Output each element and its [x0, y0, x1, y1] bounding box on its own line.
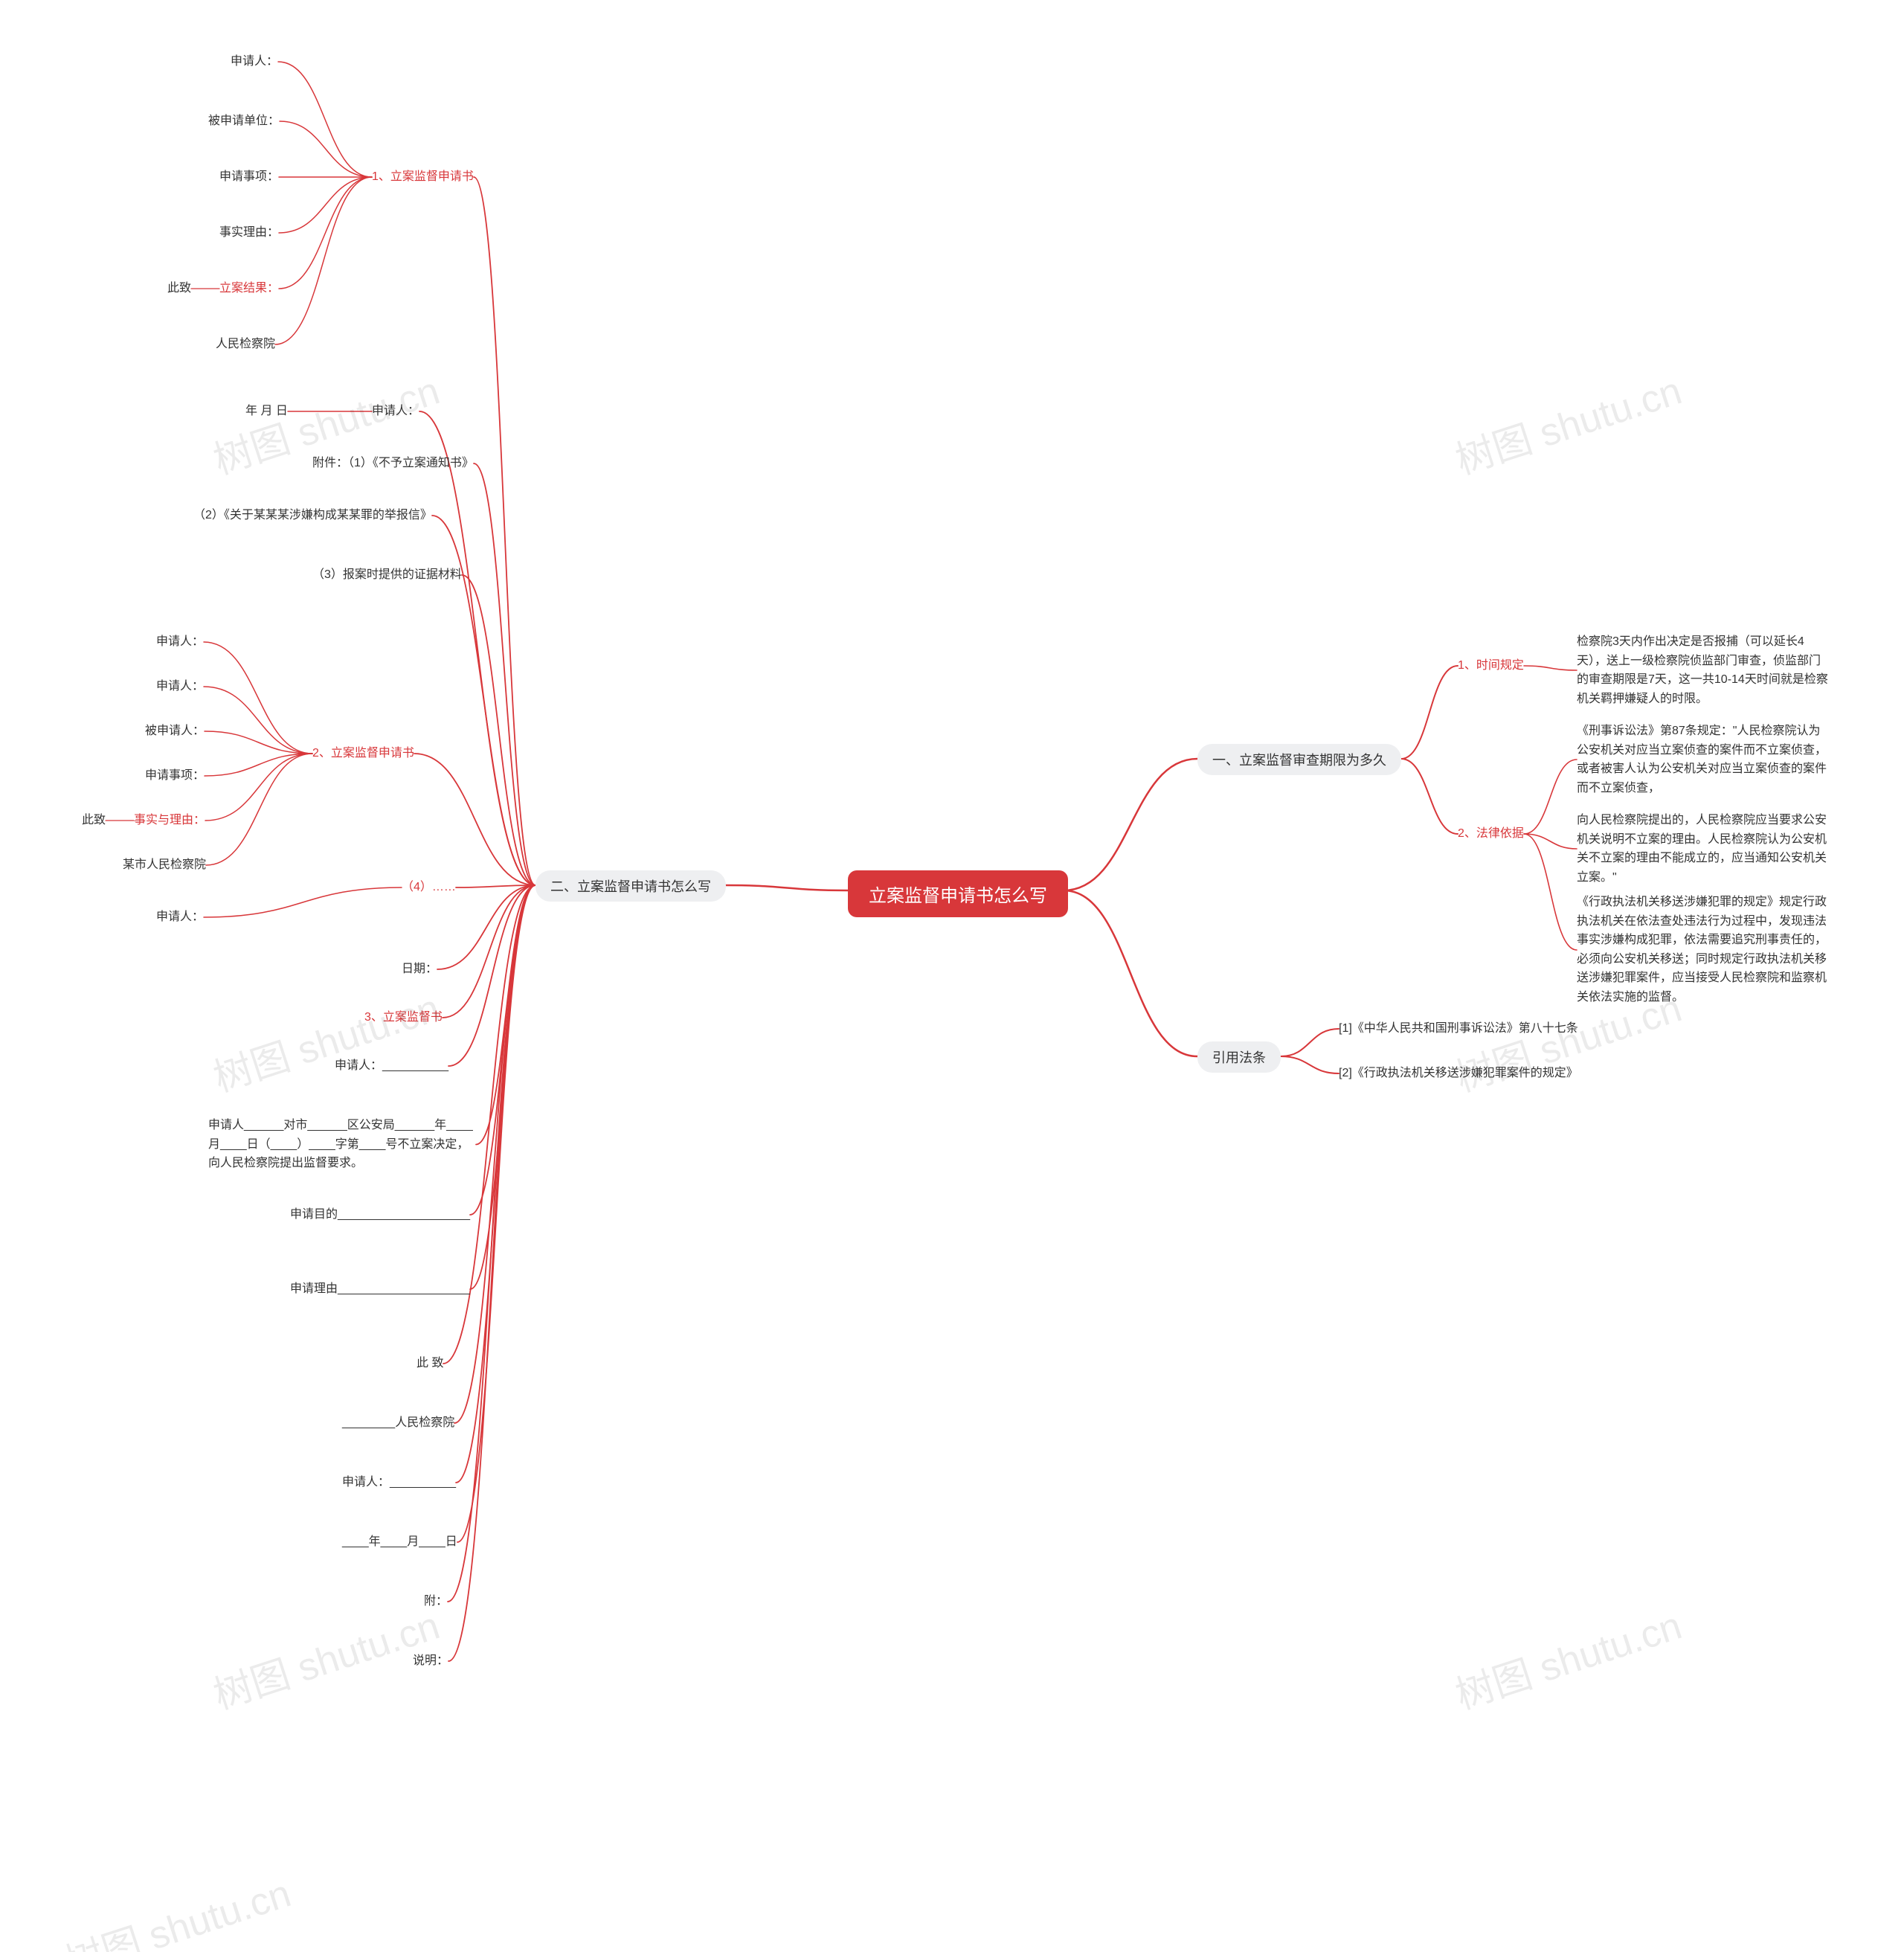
mindmap-node: 2、法律依据 [1458, 824, 1524, 844]
mindmap-node: （2）《关于某某某涉嫌构成某某罪的举报信》 [193, 506, 432, 525]
mindmap-node: 说明： [413, 1651, 448, 1671]
mindmap-node: 申请人： [156, 632, 204, 652]
mindmap-node: 附： [424, 1592, 448, 1611]
mindmap-node: 《刑事诉讼法》第87条规定："人民检察院认为公安机关对应当立案侦查的案件而不立案… [1577, 722, 1830, 797]
mindmap-node: 附件：（1）《不予立案通知书》 [312, 454, 474, 473]
mindmap-node: 3、立案监督书 [364, 1008, 443, 1027]
mindmap-node: 申请人： [156, 908, 204, 927]
mindmap-node: 申请人______对市______区公安局______年____月____日（_… [208, 1116, 476, 1173]
root-node: 立案监督申请书怎么写 [848, 870, 1068, 917]
mindmap-node: 申请人： [231, 52, 278, 71]
mindmap-node: 申请人：__________ [335, 1056, 448, 1076]
mindmap-node: 申请理由____________________ [290, 1280, 470, 1299]
mindmap-node: 立案结果： [219, 279, 279, 298]
mindmap-node: （3）报案时提供的证据材料 [312, 565, 462, 585]
mindmap-node: 此致 [167, 279, 191, 298]
mindmap-node: （4）…… [402, 878, 456, 897]
mindmap-node: 1、立案监督申请书 [372, 167, 474, 187]
mindmap-node: 某市人民检察院 [123, 855, 206, 875]
mindmap-node: ____年____月____日 [342, 1532, 457, 1552]
mindmap-node: 日期： [402, 960, 437, 979]
mindmap-node: 2、立案监督申请书 [312, 744, 414, 763]
mindmap-node: [1]《中华人民共和国刑事诉讼法》第八十七条 [1339, 1019, 1578, 1038]
mindmap-node: 《行政执法机关移送涉嫌犯罪的规定》规定行政执法机关在依法查处违法行为过程中，发现… [1577, 893, 1830, 1007]
mindmap-node: 二、立案监督申请书怎么写 [536, 870, 726, 902]
mindmap-node: 被申请单位： [208, 112, 280, 131]
mindmap-node: 申请人： [156, 677, 204, 696]
mindmap-node: [2]《行政执法机关移送涉嫌犯罪案件的规定》 [1339, 1064, 1578, 1083]
mindmap-node: 申请事项： [145, 766, 205, 786]
mindmap-node: 此 致 [416, 1354, 443, 1373]
mindmap-node: 事实理由： [219, 223, 279, 243]
mindmap-node: 一、立案监督审查期限为多久 [1197, 744, 1401, 775]
mindmap-node: 人民检察院 [216, 335, 275, 354]
mindmap-node: ________人民检察院 [342, 1413, 454, 1433]
mindmap-node: 申请目的____________________ [290, 1205, 470, 1224]
mindmap-node: 向人民检察院提出的，人民检察院应当要求公安机关说明不立案的理由。人民检察院认为公… [1577, 811, 1830, 887]
mindmap-node: 申请事项： [219, 167, 279, 187]
mindmap-node: 被申请人： [145, 722, 205, 741]
mindmap-node: 申请人： [372, 402, 419, 421]
mindmap-node: 1、时间规定 [1458, 656, 1524, 675]
mindmap-node: 引用法条 [1197, 1041, 1281, 1073]
mindmap-node: 检察院3天内作出决定是否报捕（可以延长4天），送上一级检察院侦监部门审查，侦监部… [1577, 632, 1830, 708]
mindmap-node: 事实与理由： [134, 811, 205, 830]
mindmap-node: 申请人：__________ [342, 1473, 456, 1492]
mindmap-node: 年 月 日 [245, 402, 288, 421]
mindmap-node: 此致 [82, 811, 106, 830]
